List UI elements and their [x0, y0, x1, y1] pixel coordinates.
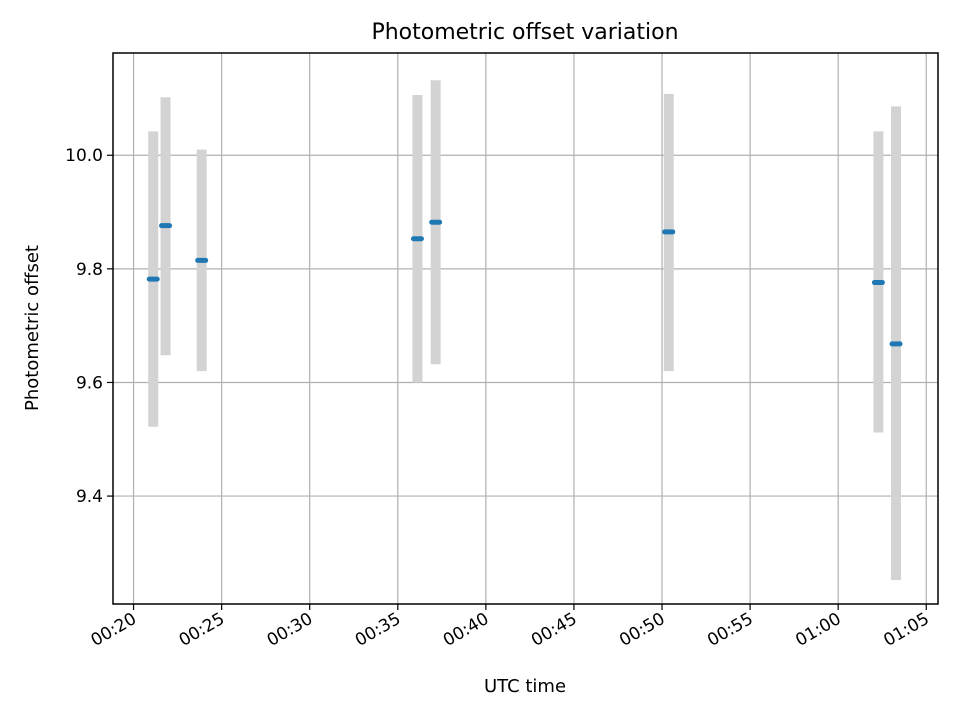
y-axis: 9.4 9.6 9.8 10.0	[65, 146, 113, 507]
x-tick-label: 00:50	[616, 609, 668, 651]
chart-title: Photometric offset variation	[371, 20, 678, 45]
x-tick-label: 00:35	[352, 609, 404, 651]
plot-frame	[112, 52, 939, 605]
y-tick-label: 10.0	[65, 146, 103, 166]
x-tick-label: 01:00	[792, 609, 844, 651]
x-axis-label: UTC time	[484, 676, 566, 697]
x-tick-label: 00:40	[440, 609, 492, 651]
x-tick-label: 00:30	[264, 609, 316, 651]
x-tick-label: 00:25	[176, 609, 228, 651]
y-axis-label: Photometric offset	[22, 245, 43, 411]
x-tick-label: 01:05	[880, 609, 932, 651]
x-axis: 00:20 00:25 00:30 00:35 00:40 00:45 00:50 00:55…	[88, 604, 933, 651]
grid	[113, 53, 938, 604]
y-tick-label: 9.4	[76, 487, 103, 507]
x-tick-label: 00:55	[704, 609, 756, 651]
data-marks	[146, 80, 903, 581]
y-tick-label: 9.8	[76, 260, 103, 280]
y-tick-label: 9.6	[76, 373, 103, 393]
x-tick-label: 00:45	[528, 609, 580, 651]
x-tick-label: 00:20	[88, 609, 140, 651]
